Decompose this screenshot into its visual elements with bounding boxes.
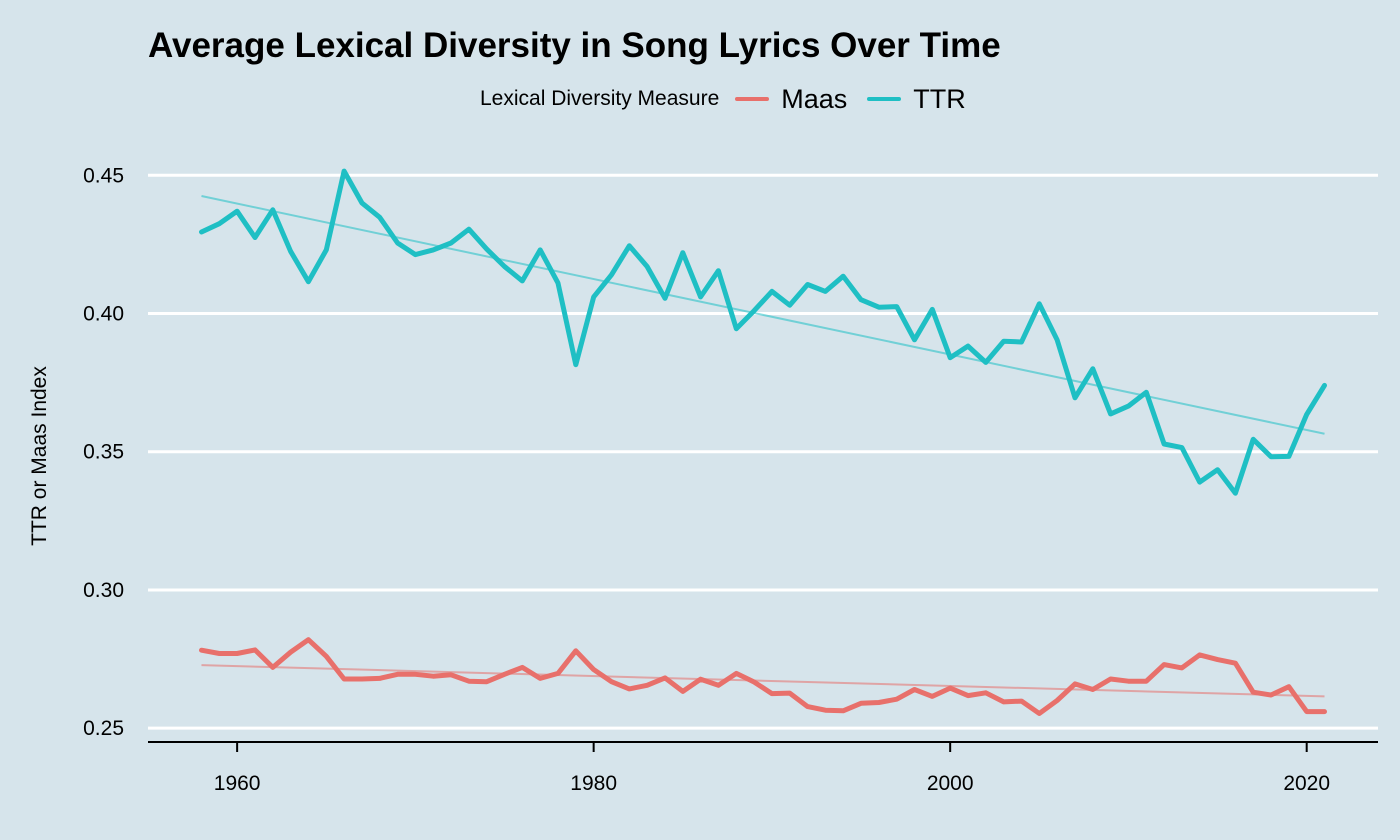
x-axis-ticks: 1960 1980 2000 2020	[214, 742, 1330, 795]
legend-title: Lexical Diversity Measure	[480, 87, 720, 110]
y-axis-ticks: 0.25 0.30 0.35 0.40 0.45	[83, 164, 124, 740]
legend-swatch-ttr	[867, 97, 902, 101]
y-tick-label: 0.40	[83, 303, 124, 326]
legend-label-ttr: TTR	[913, 83, 966, 114]
gridlines	[148, 173, 1378, 730]
legend: Lexical Diversity Measure Maas TTR	[480, 84, 986, 114]
y-tick-label: 0.25	[83, 717, 124, 740]
legend-label-maas: Maas	[781, 83, 848, 114]
y-tick-label: 0.45	[83, 164, 124, 187]
series-line-ttr	[199, 168, 1327, 496]
legend-item-ttr: TTR	[867, 83, 966, 115]
x-tick-label: 2000	[927, 772, 974, 795]
legend-swatch-maas	[735, 97, 770, 101]
chart-title: Average Lexical Diversity in Song Lyrics…	[148, 26, 1001, 65]
trend-line-ttr	[201, 195, 1325, 435]
trend-line-maas	[201, 664, 1325, 698]
trend-lines	[201, 195, 1325, 698]
x-tick-label: 2020	[1283, 772, 1330, 795]
series-line-maas	[199, 637, 1327, 716]
y-tick-label: 0.35	[83, 441, 124, 464]
x-tick-label: 1980	[570, 772, 617, 795]
x-tick-label: 1960	[214, 772, 261, 795]
y-tick-label: 0.30	[83, 579, 124, 602]
legend-item-maas: Maas	[735, 84, 847, 115]
series-lines	[199, 168, 1327, 716]
